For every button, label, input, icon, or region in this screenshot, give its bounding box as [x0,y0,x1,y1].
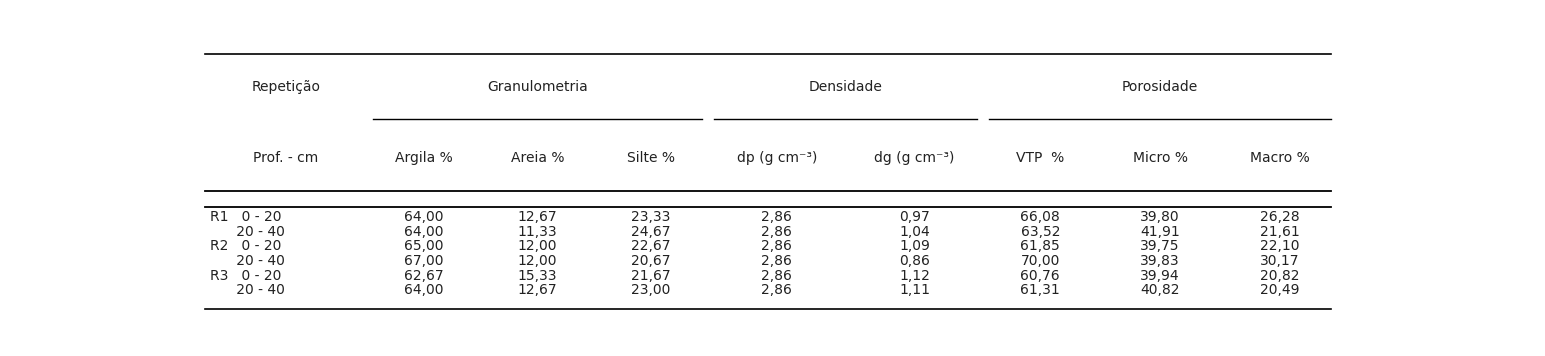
Text: Densidade: Densidade [808,80,882,94]
Text: 23,33: 23,33 [632,210,671,224]
Text: 64,00: 64,00 [403,210,443,224]
Text: 11,33: 11,33 [518,225,558,239]
Text: 20,49: 20,49 [1261,283,1299,297]
Text: 1,11: 1,11 [899,283,930,297]
Text: 2,86: 2,86 [762,225,793,239]
Text: 30,17: 30,17 [1261,254,1299,268]
Text: 21,67: 21,67 [632,269,671,283]
Text: 26,28: 26,28 [1259,210,1299,224]
Text: 15,33: 15,33 [518,269,558,283]
Text: 20,82: 20,82 [1261,269,1299,283]
Text: 65,00: 65,00 [403,240,443,253]
Text: 2,86: 2,86 [762,210,793,224]
Text: Silte %: Silte % [627,151,675,165]
Text: 39,75: 39,75 [1140,240,1180,253]
Text: Micro %: Micro % [1132,151,1188,165]
Text: 22,67: 22,67 [632,240,671,253]
Text: 41,91: 41,91 [1140,225,1180,239]
Text: R1   0 - 20: R1 0 - 20 [210,210,281,224]
Text: 20 - 40: 20 - 40 [210,225,284,239]
Text: 64,00: 64,00 [403,225,443,239]
Text: 2,86: 2,86 [762,283,793,297]
Text: 12,00: 12,00 [518,254,558,268]
Text: 20 - 40: 20 - 40 [210,254,284,268]
Text: 1,09: 1,09 [899,240,930,253]
Text: Porosidade: Porosidade [1122,80,1197,94]
Text: 22,10: 22,10 [1261,240,1299,253]
Text: dg (g cm⁻³): dg (g cm⁻³) [874,151,955,165]
Text: 66,08: 66,08 [1020,210,1060,224]
Text: Prof. - cm: Prof. - cm [253,151,318,165]
Text: dp (g cm⁻³): dp (g cm⁻³) [737,151,817,165]
Text: 2,86: 2,86 [762,240,793,253]
Text: 62,67: 62,67 [403,269,443,283]
Text: 40,82: 40,82 [1140,283,1180,297]
Text: 39,80: 39,80 [1140,210,1180,224]
Text: 39,94: 39,94 [1140,269,1180,283]
Text: 2,86: 2,86 [762,254,793,268]
Text: 61,31: 61,31 [1020,283,1060,297]
Text: 0,86: 0,86 [899,254,930,268]
Text: Macro %: Macro % [1250,151,1310,165]
Text: 24,67: 24,67 [632,225,671,239]
Text: 2,86: 2,86 [762,269,793,283]
Text: 21,61: 21,61 [1259,225,1299,239]
Text: 12,00: 12,00 [518,240,558,253]
Text: 12,67: 12,67 [518,210,558,224]
Text: 67,00: 67,00 [403,254,443,268]
Text: Areia %: Areia % [510,151,564,165]
Text: 12,67: 12,67 [518,283,558,297]
Text: 20,67: 20,67 [632,254,671,268]
Text: Repetição: Repetição [252,80,320,94]
Text: 61,85: 61,85 [1020,240,1060,253]
Text: 63,52: 63,52 [1021,225,1060,239]
Text: 39,83: 39,83 [1140,254,1180,268]
Text: 70,00: 70,00 [1021,254,1060,268]
Text: R2   0 - 20: R2 0 - 20 [210,240,281,253]
Text: 1,12: 1,12 [899,269,930,283]
Text: 20 - 40: 20 - 40 [210,283,284,297]
Text: R3   0 - 20: R3 0 - 20 [210,269,281,283]
Text: 60,76: 60,76 [1020,269,1060,283]
Text: 1,04: 1,04 [899,225,930,239]
Text: 23,00: 23,00 [632,283,671,297]
Text: Granulometria: Granulometria [487,80,587,94]
Text: 64,00: 64,00 [403,283,443,297]
Text: Argila %: Argila % [394,151,453,165]
Text: VTP  %: VTP % [1017,151,1065,165]
Text: 0,97: 0,97 [899,210,930,224]
